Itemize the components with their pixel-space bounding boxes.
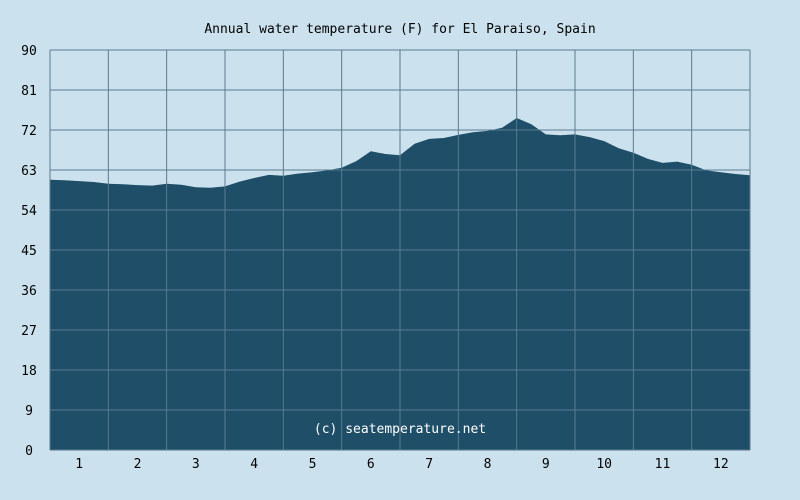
watermark-label: (c) seatemperature.net [314,422,486,437]
y-tick-label: 63 [21,164,37,179]
y-tick-label: 27 [21,324,37,339]
x-tick-label: 2 [134,457,142,472]
x-tick-label: 9 [542,457,550,472]
y-tick-label: 90 [21,44,37,59]
y-tick-label: 18 [21,364,37,379]
y-axis: 0 9 18 27 36 45 54 63 72 81 90 [21,44,37,459]
x-tick-label: 11 [655,457,671,472]
y-tick-label: 0 [25,444,33,459]
y-tick-label: 81 [21,84,37,99]
x-tick-label: 5 [309,457,317,472]
x-tick-label: 4 [250,457,258,472]
x-tick-label: 6 [367,457,375,472]
x-tick-label: 1 [75,457,83,472]
y-tick-label: 72 [21,124,37,139]
y-tick-label: 45 [21,244,37,259]
x-tick-label: 12 [713,457,729,472]
y-tick-label: 36 [21,284,37,299]
grid-lines [49,49,751,451]
x-tick-label: 7 [425,457,433,472]
chart-title: Annual water temperature (F) for El Para… [204,22,595,37]
y-tick-label: 9 [25,404,33,419]
x-tick-label: 10 [596,457,612,472]
x-tick-label: 3 [192,457,200,472]
y-tick-label: 54 [21,204,37,219]
x-tick-label: 8 [484,457,492,472]
x-axis: 1 2 3 4 5 6 7 8 9 10 11 12 [75,457,728,472]
